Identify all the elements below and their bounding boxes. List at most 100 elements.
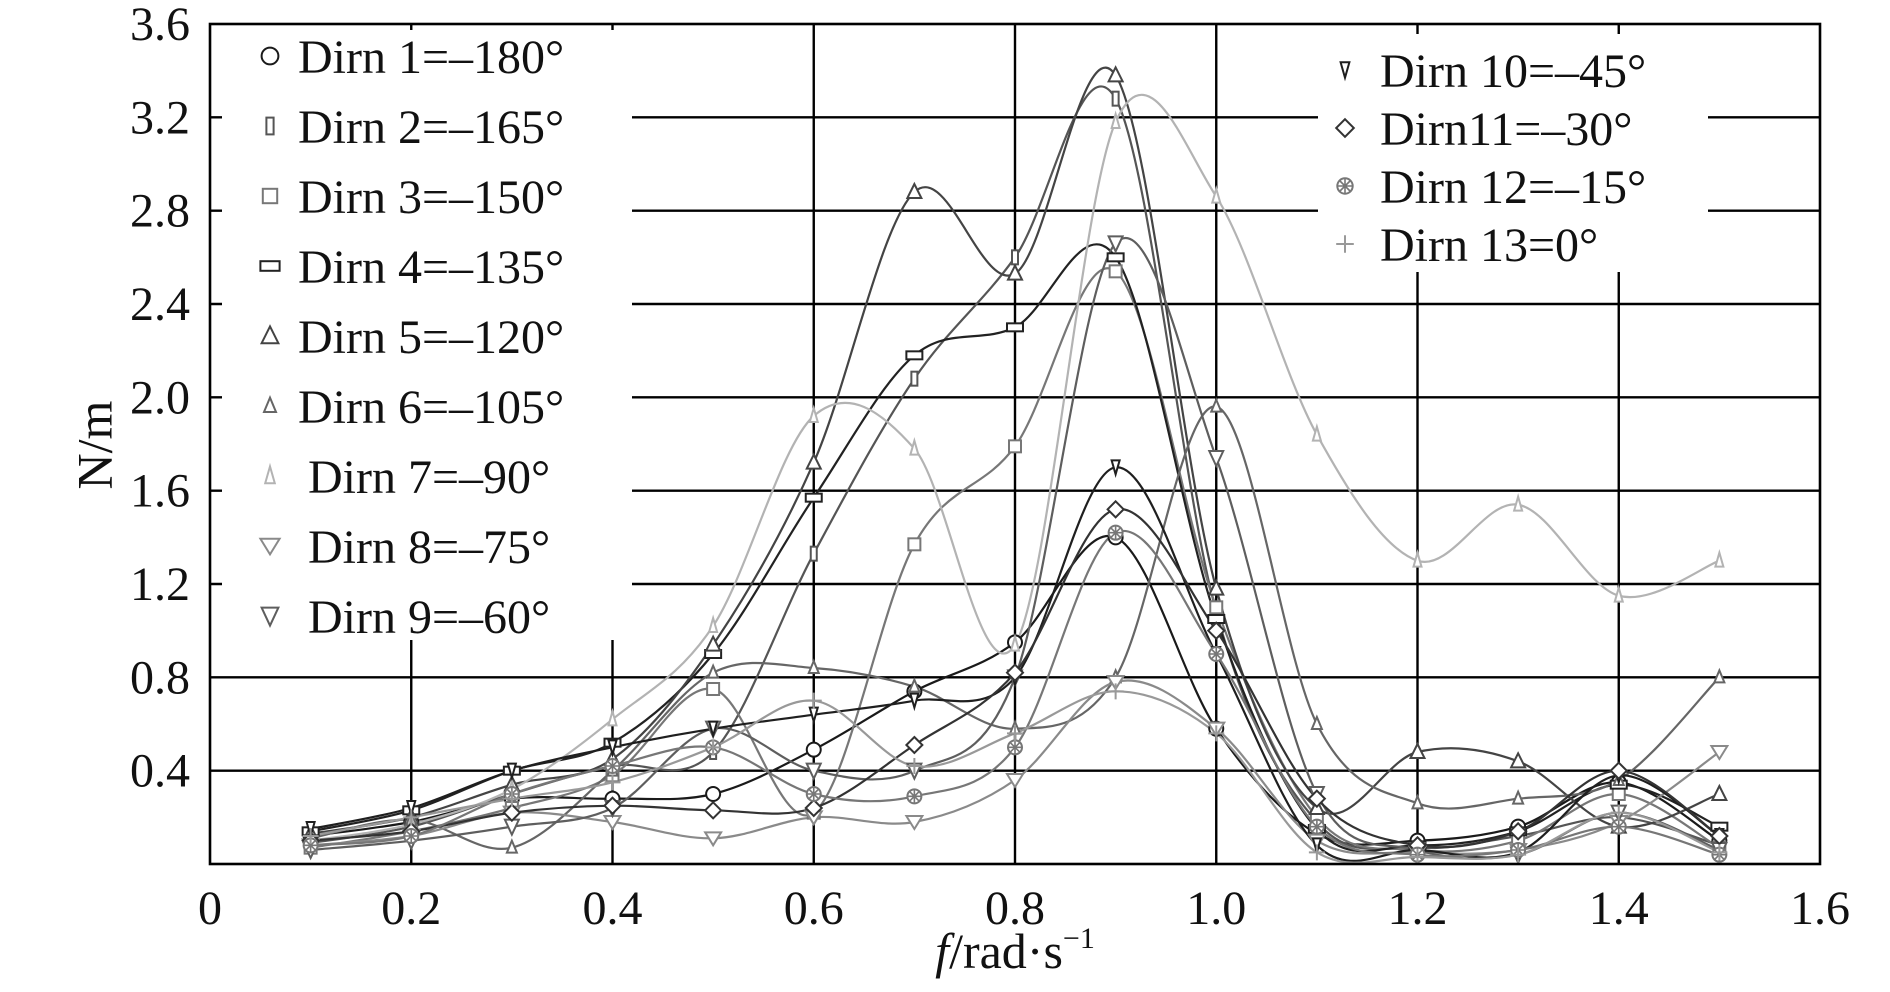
data-point-dirn-7-90-5	[808, 404, 820, 423]
y-tick-label: 0.4	[130, 745, 190, 798]
data-point-dirn-4-135-8	[1106, 252, 1125, 263]
data-point-dirn-7-90-10	[1311, 423, 1323, 442]
series-line-dirn11-30	[310, 507, 1720, 849]
series-line-dirn-10-45	[310, 466, 1720, 862]
data-point-dirn-2-165-8	[1111, 90, 1120, 107]
data-point-dirn11-30-12	[1508, 821, 1528, 841]
x-tick-label: 0.4	[583, 882, 643, 935]
legend: Dirn 1=–180° Dirn 2=–165° Dirn 3=–150° Dirn…	[258, 31, 1646, 644]
data-point-dirn-10-45-5	[808, 706, 820, 726]
y-tick-label: 3.2	[130, 91, 190, 144]
legend-label-dirn-10-45: Dirn 10=–45°	[1380, 45, 1646, 98]
data-point-dirn-3-150-13	[1611, 787, 1626, 801]
data-point-dirn-10-45-4	[707, 720, 719, 740]
data-point-dirn-10-45-8	[1110, 459, 1121, 478]
series-line-dirn-4-135	[310, 243, 1720, 853]
series-line-dirn-12-15	[310, 529, 1720, 858]
data-point-dirn-7-90-11	[1412, 549, 1423, 568]
data-point-dirn-2-165-7	[1011, 249, 1019, 266]
data-point-dirn-5-120-7	[1006, 263, 1024, 281]
legend-label-dirn-2-165: Dirn 2=–165°	[298, 101, 564, 154]
legend-label-dirn-5-120: Dirn 5=–120°	[298, 311, 564, 364]
data-point-dirn11-30-13	[1609, 761, 1629, 781]
data-point-dirn-5-120-12	[1509, 751, 1527, 769]
data-point-dirn-2-165-6	[910, 370, 919, 387]
data-point-dirn-13-0-14	[1711, 844, 1728, 861]
data-point-dirn-5-120-6	[905, 181, 923, 199]
legend-label-dirn-7-90: Dirn 7=–90°	[308, 451, 550, 504]
data-point-dirn11-30-14	[1709, 826, 1729, 846]
data-point-dirn-4-135-6	[905, 350, 924, 361]
x-tick-label: 1.2	[1388, 882, 1448, 935]
data-point-dirn-13-0-8	[1107, 683, 1124, 700]
legend-label-dirn-12-15: Dirn 12=–15°	[1380, 161, 1646, 214]
data-point-dirn-8-75-7	[1005, 773, 1025, 789]
data-point-dirn-1-180-5	[805, 741, 822, 758]
data-point-dirn-10-45-2	[506, 762, 518, 782]
legend-marker-dirn-1-180	[260, 46, 280, 66]
data-point-dirn-12-15-7-cross	[1008, 740, 1022, 755]
legend-label-dirn-6-105: Dirn 6=–105°	[298, 381, 564, 434]
data-point-dirn-7-90-12	[1512, 493, 1524, 512]
data-point-dirn-5-120-5	[805, 452, 823, 470]
legend-label-dirn-4-135: Dirn 4=–135°	[298, 241, 564, 294]
data-point-dirn11-30-7	[1005, 663, 1025, 683]
legend-marker-dirn-8-75	[258, 537, 282, 557]
data-point-dirn-13-0-7	[1007, 725, 1023, 742]
legend-background	[222, 30, 1708, 640]
data-point-dirn-1-180-4	[705, 786, 722, 802]
data-point-dirn-13-0-6	[906, 758, 923, 774]
legend-marker-dirn-9-60	[260, 606, 280, 628]
data-point-dirn-9-60-8	[1107, 235, 1125, 254]
data-point-dirn-5-120-4	[704, 634, 722, 652]
legend-marker-dirn-7-90	[263, 462, 277, 485]
data-point-dirn-13-0-13	[1610, 804, 1627, 821]
data-point-dirn-13-0-10	[1308, 844, 1325, 861]
data-point-dirn-12-15-13-cross	[1611, 819, 1626, 834]
data-point-dirn-6-105-10	[1310, 714, 1324, 730]
data-point-dirn-7-90-3	[607, 707, 618, 727]
data-point-dirn-10-45-6	[909, 692, 920, 712]
x-tick-label: 0.2	[381, 882, 441, 935]
data-point-dirn11-30-4	[703, 800, 723, 820]
series-line-dirn-6-105	[310, 405, 1721, 851]
data-point-dirn-7-90-7	[1009, 633, 1021, 652]
data-point-dirn-13-0-12	[1510, 846, 1527, 863]
y-tick-label: 2.4	[130, 278, 190, 331]
legend-marker-dirn-10-45	[1339, 61, 1351, 82]
data-point-dirn-12-15-3-cross	[605, 759, 620, 773]
data-point-dirn-12-15-5-cross	[806, 787, 821, 801]
data-point-dirn-9-60-9	[1207, 450, 1225, 469]
y-tick-label: 2.8	[130, 185, 190, 238]
legend-label-dirn-9-60: Dirn 9=–60°	[308, 591, 550, 644]
data-point-dirn-5-120-11	[1408, 741, 1427, 759]
data-point-dirn-7-90-14	[1714, 549, 1725, 568]
data-point-dirn-3-150-8	[1108, 264, 1123, 279]
series-lines	[310, 66, 1721, 864]
data-point-dirn-10-45-3	[607, 739, 618, 758]
data-point-dirn-13-0-1	[403, 809, 420, 826]
legend-label-dirn-8-75: Dirn 8=–75°	[308, 521, 550, 574]
legend-left-background	[222, 30, 632, 640]
data-point-dirn11-30-3	[603, 796, 622, 816]
data-point-dirn-12-15-8-cross	[1108, 525, 1123, 540]
data-point-dirn-7-90-6	[909, 437, 920, 456]
legend-label-dirn-13-0: Dirn 13=0°	[1380, 219, 1598, 272]
data-point-dirn-6-105-14	[1712, 667, 1726, 684]
x-tick-label: 0.8	[985, 882, 1045, 935]
data-point-dirn-13-0-4	[705, 739, 722, 756]
data-point-dirn11-30-8	[1106, 499, 1126, 519]
data-point-dirn-5-120-8	[1107, 65, 1125, 83]
data-point-dirn-8-75-6	[904, 815, 925, 831]
data-point-dirn-3-150-6	[907, 537, 922, 552]
y-axis-label: N/m	[66, 400, 122, 489]
x-tick-labels: 0 0.2 0.4 0.6 0.8 1.0 1.2 1.4 1.6	[198, 882, 1850, 935]
legend-label-dirn11-30: Dirn11=–30°	[1380, 103, 1632, 156]
x-tick-label: 0	[198, 882, 222, 935]
legend-marker-dirn-3-150	[261, 187, 279, 205]
data-point-dirn-9-60-5	[805, 762, 823, 782]
y-tick-label: 1.2	[130, 558, 190, 611]
data-point-dirn-13-0-9	[1208, 725, 1225, 742]
y-tick-label: 1.6	[130, 465, 190, 518]
